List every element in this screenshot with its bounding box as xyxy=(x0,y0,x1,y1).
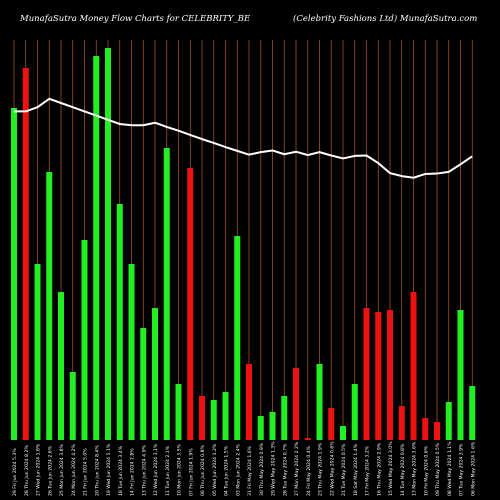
x-tick-label: 25 Mon Jun 2024 3.8% xyxy=(59,443,65,496)
bar xyxy=(328,408,335,440)
bar xyxy=(234,236,241,440)
x-tick-label: 09 Thu May 2024 0.5% xyxy=(435,442,441,496)
x-tick-label: 27 Wed Jun 2024 1.8% xyxy=(36,443,42,496)
bar xyxy=(316,364,323,440)
bar xyxy=(81,240,88,440)
bar xyxy=(11,108,17,440)
x-tick-label: 29 Fri Jun 2024 5.3% xyxy=(12,448,18,496)
x-tick-label: 31 Fri May 2024 1.6% xyxy=(247,445,253,496)
x-tick-label: 17 Fri May 2024 3.2% xyxy=(365,445,371,496)
bar xyxy=(199,396,205,440)
trend-line xyxy=(14,97,473,179)
x-tick-label: 26 Tue Jun 2024 2.6% xyxy=(47,445,53,496)
bar xyxy=(281,396,288,440)
x-tick-label: 14 Fri Jun 2024 2.8% xyxy=(130,448,136,496)
x-tick-label: 06 Mon May 2024 1.6% xyxy=(470,441,476,496)
x-tick-label: 21 Tue May 2024 0.5% xyxy=(341,443,347,496)
bar xyxy=(257,416,264,440)
bar xyxy=(351,384,358,440)
x-tick-label: 05 Wed Jun 2024 1.2% xyxy=(212,443,218,496)
x-tick-label: 20 Thu Jun 2024 8.4% xyxy=(94,445,100,496)
x-tick-label: 29 Wed May 2024 1.3% xyxy=(271,441,277,496)
x-tick-label: 24 Fri May 2024 0.4% xyxy=(306,445,312,496)
bar xyxy=(434,422,440,440)
x-tick-label: 18 Tue Jun 2024 3.4% xyxy=(118,445,124,496)
bar xyxy=(34,264,41,440)
bar xyxy=(304,438,311,440)
bar xyxy=(410,292,417,440)
bar xyxy=(187,168,194,440)
x-tick-label: 14 Tue May 2024 0.8% xyxy=(400,443,406,496)
x-tick-label: 13 Mon May 2024 3.6% xyxy=(412,441,418,496)
x-tick-label: 28 Thu Jun 2024 8.2% xyxy=(24,445,30,496)
x-tick-label: 18 Sat May 2024 1.4% xyxy=(353,443,359,496)
bar xyxy=(175,384,182,440)
bar xyxy=(58,292,64,440)
bar xyxy=(140,328,147,440)
x-tick-label: 07 Tue May 2024 3.9% xyxy=(459,443,465,496)
bar xyxy=(152,308,158,440)
x-tick-label: 24 Mon Jun 2024 4.2% xyxy=(71,443,77,496)
x-tick-label: 04 Tue Jun 2024 1.5% xyxy=(224,445,230,496)
x-tick-label: 22 Wed May 2024 0.6% xyxy=(329,441,335,496)
x-tick-label: 08 Wed May 2024 1.1% xyxy=(447,441,453,496)
x-tick-label: 06 Thu Jun 2024 0.8% xyxy=(200,445,206,496)
bar xyxy=(163,148,170,440)
bar xyxy=(46,172,53,440)
bar xyxy=(246,364,252,440)
x-tick-label: 30 Thu May 2024 0.9% xyxy=(259,442,265,496)
x-tick-label: 10 Fri May 2024 0.6% xyxy=(423,445,429,496)
bar xyxy=(398,406,405,440)
bar xyxy=(340,426,346,440)
bar xyxy=(363,308,370,440)
x-tick-label: 10 Mon Jun 2024 3.5% xyxy=(177,443,183,496)
bar xyxy=(222,392,229,440)
company-name: (Celebrity Fashions Ltd) MunafaSutra.com xyxy=(293,14,478,24)
bar xyxy=(269,412,276,440)
bar xyxy=(93,56,100,440)
x-tick-label: 16 Thu May 2024 2.9% xyxy=(376,442,382,496)
x-tick-label: 11 Tue Jun 2024 2.1% xyxy=(165,445,171,496)
chart-title: MunafaSutra Money Flow Charts for CELEBR… xyxy=(20,14,251,24)
bar xyxy=(445,402,452,440)
money-flow-bars xyxy=(11,48,476,440)
bar xyxy=(22,68,29,440)
x-tick-label: 15 Wed May 2024 3.0% xyxy=(388,441,394,496)
bar xyxy=(116,204,123,440)
bar xyxy=(457,310,464,440)
bar xyxy=(69,372,76,440)
x-tick-label: 13 Thu Jun 2024 4.9% xyxy=(141,445,147,496)
x-tick-label: 12 Wed Jun 2024 3.1% xyxy=(153,443,159,496)
bar xyxy=(105,48,111,440)
x-tick-label: 19 Wed Jun 2024 5.1% xyxy=(106,443,112,496)
bar xyxy=(469,386,476,440)
bar xyxy=(293,368,299,440)
x-tick-label: 21 Fri Jun 2024 5.0% xyxy=(83,448,89,496)
x-tick-label: 23 Thu May 2024 1.9% xyxy=(318,442,324,496)
x-tick-label: 07 Fri Jun 2024 1.9% xyxy=(188,448,194,496)
x-tick-label: 03 Mon Jun 2024 2.4% xyxy=(235,443,241,496)
bar xyxy=(375,312,382,440)
x-tick-label: 28 Tue May 2024 0.7% xyxy=(282,443,288,496)
bar xyxy=(387,310,393,440)
bar xyxy=(128,264,135,440)
x-axis-labels: 29 Fri Jun 2024 5.3% 28 Thu Jun 2024 8.2%… xyxy=(12,441,476,496)
bar xyxy=(210,400,217,440)
trend-line-group xyxy=(14,97,473,179)
bar xyxy=(422,418,429,440)
x-tick-label: 27 Mon May 2024 2.2% xyxy=(294,441,300,496)
